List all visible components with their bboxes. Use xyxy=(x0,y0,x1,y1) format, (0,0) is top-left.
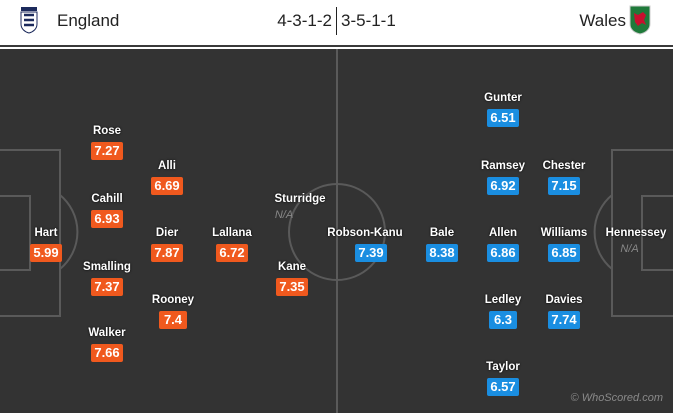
player-rating: 5.99 xyxy=(30,244,62,262)
player-rooney[interactable]: Rooney 7.4 xyxy=(113,293,233,329)
player-taylor[interactable]: Taylor 6.57 xyxy=(443,360,563,396)
player-rating: 6.92 xyxy=(487,177,519,195)
player-name: Allen xyxy=(488,227,518,239)
player-hart[interactable]: Hart 5.99 xyxy=(0,226,106,262)
player-chester[interactable]: Chester 7.15 xyxy=(504,159,624,195)
player-dier[interactable]: Dier 7.87 xyxy=(107,226,227,262)
player-rating: 6.86 xyxy=(487,244,519,262)
home-team-name: England xyxy=(57,11,120,30)
player-rating: 6.85 xyxy=(548,244,580,262)
player-williams[interactable]: Williams 6.85 xyxy=(504,226,624,262)
player-rating: 6.57 xyxy=(487,378,519,396)
player-name: Walker xyxy=(88,327,126,339)
player-rating: N/A xyxy=(620,243,639,255)
player-rating: 7.74 xyxy=(548,311,580,329)
player-name: Rose xyxy=(92,125,122,137)
player-name: Lallana xyxy=(212,227,252,239)
player-cahill[interactable]: Cahill 6.93 xyxy=(47,192,167,228)
player-name: Alli xyxy=(158,160,176,172)
england-crest-icon xyxy=(20,7,38,34)
player-rating: 7.37 xyxy=(91,278,123,296)
player-name: Bale xyxy=(429,227,455,239)
player-name: Dier xyxy=(155,227,179,239)
player-gunter[interactable]: Gunter 6.51 xyxy=(443,91,563,127)
player-name: Ramsey xyxy=(480,160,526,172)
player-rating: 7.66 xyxy=(91,344,123,362)
formation-divider xyxy=(336,7,337,35)
player-name: Robson-Kanu xyxy=(327,227,403,239)
player-name: Rooney xyxy=(151,294,195,306)
player-rating: N/A xyxy=(274,209,294,221)
player-sturridge[interactable]: Sturridge N/A xyxy=(240,192,360,221)
player-alli[interactable]: Alli 6.69 xyxy=(107,159,227,195)
player-rating: 7.35 xyxy=(276,278,308,296)
player-rating: 7.15 xyxy=(548,177,580,195)
whoscored-credit: © WhoScored.com xyxy=(570,392,663,404)
player-rating: 7.4 xyxy=(159,311,187,329)
player-name: Hart xyxy=(34,227,58,239)
player-rating: 8.38 xyxy=(426,244,458,262)
player-rating: 7.39 xyxy=(355,244,387,262)
player-ledley[interactable]: Ledley 6.3 xyxy=(443,293,563,329)
player-name: Davies xyxy=(545,294,583,306)
player-bale[interactable]: Bale 8.38 xyxy=(382,226,502,262)
match-header: England 4-3-1-2 3-5-1-1 Wales xyxy=(0,0,673,47)
player-name: Gunter xyxy=(484,92,522,104)
player-allen[interactable]: Allen 6.86 xyxy=(443,226,563,262)
player-rose[interactable]: Rose 7.27 xyxy=(47,124,167,160)
player-davies[interactable]: Davies 7.74 xyxy=(504,293,624,329)
player-robson-kanu[interactable]: Robson-Kanu 7.39 xyxy=(305,226,425,262)
wales-crest-icon xyxy=(629,5,651,35)
player-name: Taylor xyxy=(486,361,520,373)
player-smalling[interactable]: Smalling 7.37 xyxy=(47,260,167,296)
player-name: Williams xyxy=(540,227,588,239)
player-ramsey[interactable]: Ramsey 6.92 xyxy=(443,159,563,195)
player-lallana[interactable]: Lallana 6.72 xyxy=(172,226,292,262)
player-name: Chester xyxy=(542,160,586,172)
player-rating: 7.27 xyxy=(91,142,123,160)
player-rating: 6.93 xyxy=(91,210,123,228)
home-formation: 4-3-1-2 xyxy=(277,11,332,30)
player-name: Sturridge xyxy=(274,193,326,205)
player-name: Kane xyxy=(277,261,307,273)
pitch-markings xyxy=(0,49,673,413)
player-name: Cahill xyxy=(91,193,123,205)
player-walker[interactable]: Walker 7.66 xyxy=(47,326,167,362)
player-name: Ledley xyxy=(484,294,522,306)
away-team-name: Wales xyxy=(579,11,626,30)
player-rating: 6.72 xyxy=(216,244,248,262)
player-kane[interactable]: Kane 7.35 xyxy=(232,260,352,296)
player-rating: 6.3 xyxy=(489,311,517,329)
player-rating: 6.51 xyxy=(487,109,519,127)
player-name: Smalling xyxy=(83,261,131,273)
away-formation: 3-5-1-1 xyxy=(341,11,396,30)
player-rating: 7.87 xyxy=(151,244,183,262)
player-hennessey[interactable]: Hennessey N/A xyxy=(576,226,673,255)
player-rating: 6.69 xyxy=(151,177,183,195)
player-name: Hennessey xyxy=(605,227,667,239)
